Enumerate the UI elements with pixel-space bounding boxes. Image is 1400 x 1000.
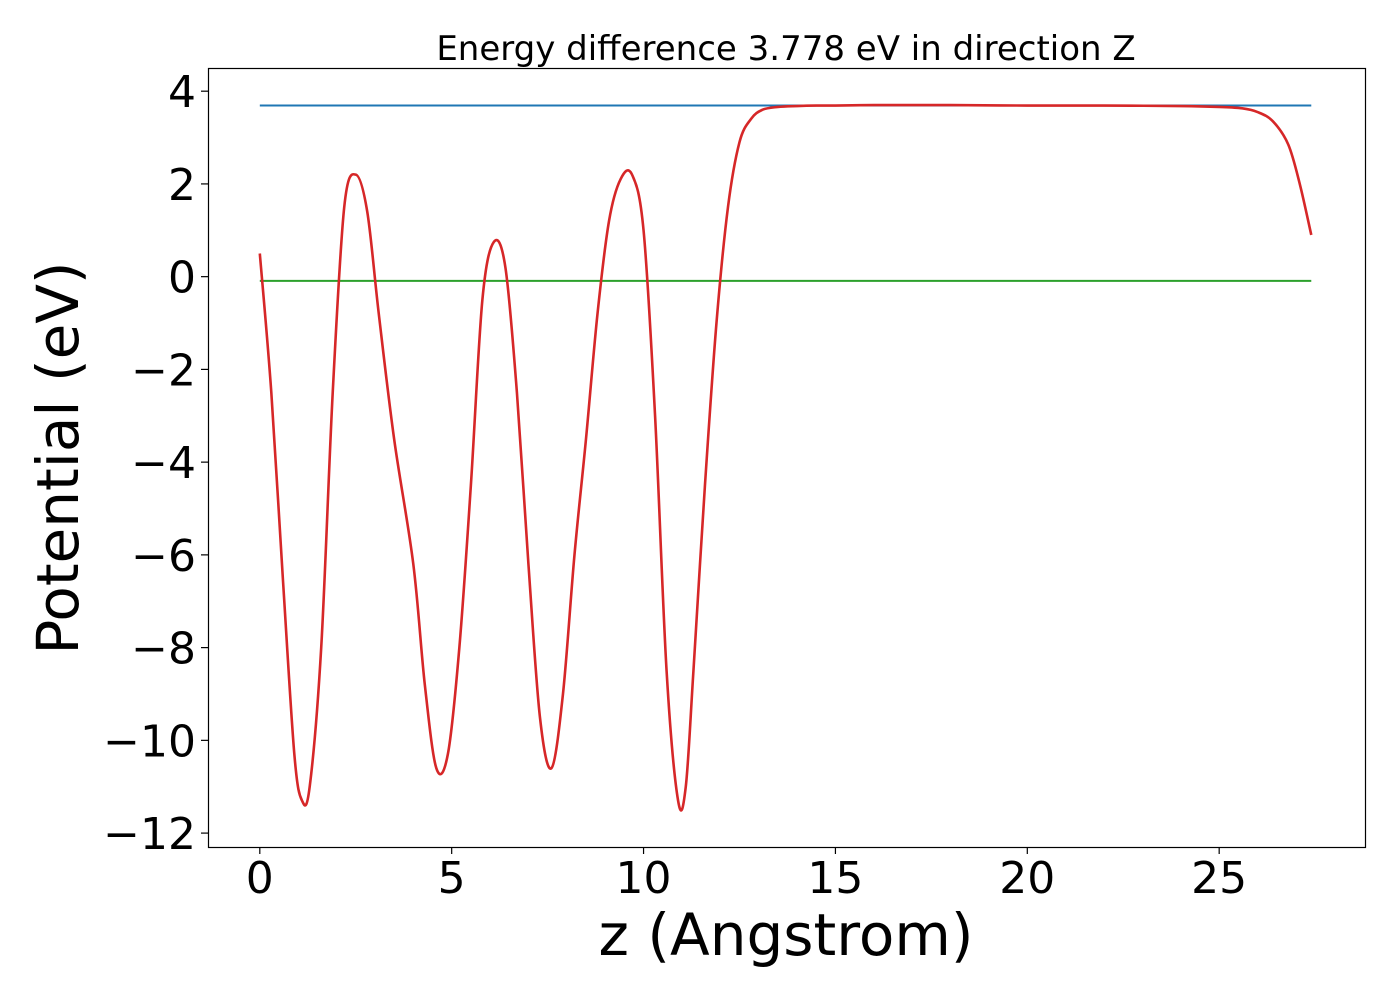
x-tick-label: 20 [999,853,1055,904]
y-tick-label: 0 [168,253,196,304]
x-tick-label: 0 [246,853,274,904]
y-tick-label: 4 [168,67,196,118]
y-tick-label: −10 [103,716,196,767]
y-tick-label: 2 [168,160,196,211]
potential-curve [258,103,1313,812]
x-tick-label: 25 [1191,853,1247,904]
x-axis-label: z (Angstrom) [599,901,974,969]
chart-title: Energy difference 3.778 eV in direction … [436,29,1135,69]
plot-frame [207,67,1367,849]
y-tick-label: −6 [131,531,196,582]
series-layer [258,103,1313,812]
y-axis-label: Potential (eV) [24,261,92,654]
x-tick-label: 15 [807,853,863,904]
x-axis-ticks: 0 5 10 15 20 25 [246,847,1247,904]
y-tick-label: −8 [131,624,196,675]
y-tick-label: −12 [103,809,196,860]
y-tick-label: −2 [131,345,196,396]
x-tick-label: 5 [438,853,466,904]
x-tick-label: 10 [616,853,672,904]
y-tick-label: −4 [131,438,196,489]
y-axis-ticks: 4 2 0 −2 −4 −6 −8 −10 −12 [103,67,208,860]
